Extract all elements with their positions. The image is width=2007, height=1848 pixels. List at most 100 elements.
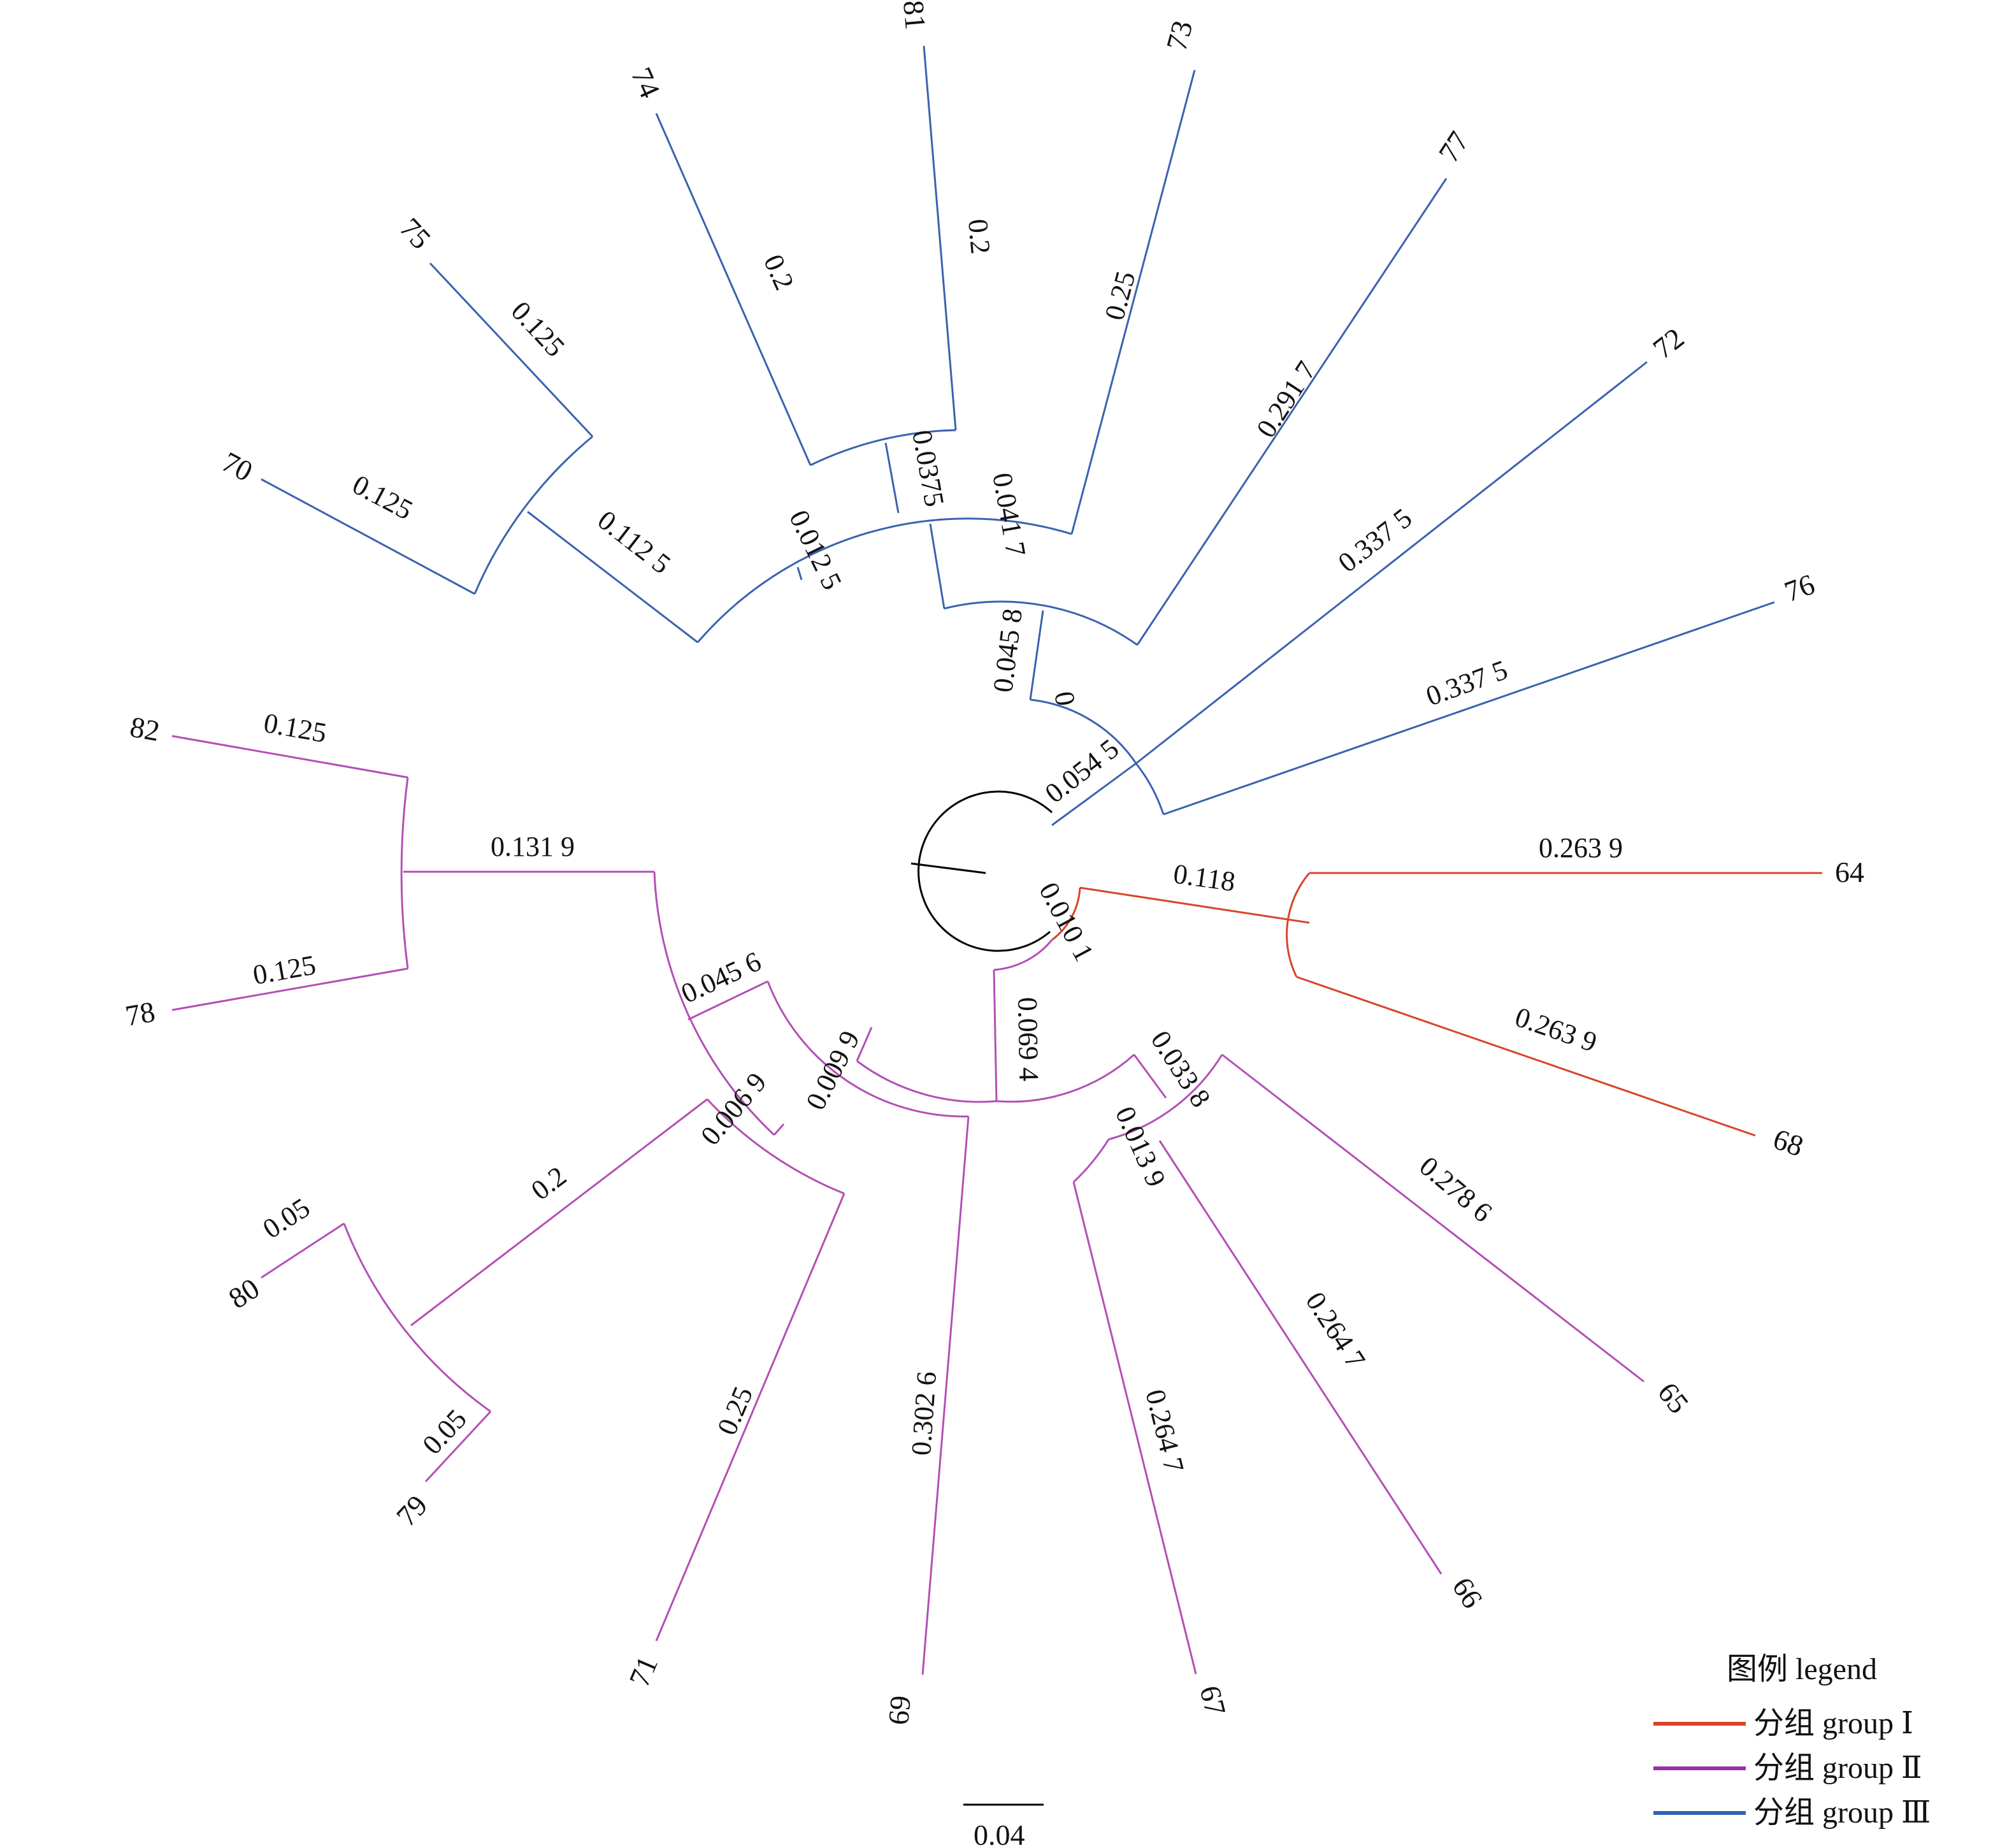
branch-0375	[884, 442, 900, 514]
label-0375: 0.0375	[906, 428, 950, 509]
arc-group-ii-left	[856, 1060, 997, 1103]
branch-0338	[1133, 1054, 1167, 1099]
arc-74-81	[810, 429, 956, 466]
branch-to-67	[1072, 1181, 1197, 1675]
scale-bar: 0.04	[963, 1803, 1044, 1848]
branch-0456	[687, 980, 768, 1021]
leaf-81: 81	[897, 0, 932, 31]
leaf-74: 74	[625, 62, 666, 103]
branch-to-71	[655, 1193, 845, 1642]
branch-to-69	[921, 1116, 970, 1675]
label-0417: 0.041 7	[986, 470, 1032, 559]
label-2647-66: 0.264 7	[1300, 1287, 1372, 1374]
leaf-67: 67	[1193, 1682, 1232, 1719]
branch-to-82	[171, 735, 408, 779]
label-025-73: 0.25	[1098, 268, 1141, 324]
branch-to-75	[429, 262, 594, 438]
legend-item-group-i: 分组 group Ⅰ	[1653, 1707, 1913, 1740]
legend-label-group-i: 分组 group Ⅰ	[1753, 1707, 1913, 1740]
label-2639-64: 0.263 9	[1539, 832, 1623, 863]
branch-to-66	[1158, 1140, 1442, 1575]
label-0101: 0.010 1	[1033, 877, 1100, 967]
arc-64-68	[1286, 872, 1311, 978]
label-2639-68: 0.263 9	[1511, 1001, 1601, 1058]
label-005-80: 0.05	[257, 1192, 315, 1245]
arc-66-67	[1072, 1139, 1110, 1183]
branch-0694	[993, 969, 998, 1102]
label-2786: 0.278 6	[1414, 1150, 1499, 1228]
branch-0	[1029, 610, 1044, 700]
label-3026: 0.302 6	[905, 1371, 942, 1457]
label-125-78: 0.125	[250, 949, 318, 990]
legend-item-group-iii: 分组 group Ⅲ	[1653, 1796, 1931, 1830]
label-02-74: 0.2	[758, 250, 800, 294]
label-02-81: 0.2	[962, 218, 996, 256]
leaf-64: 64	[1835, 856, 1864, 888]
arc-72-76	[1135, 763, 1165, 815]
label-1125: 0.112 5	[592, 504, 677, 580]
scale-bar-label: 0.04	[974, 1819, 1025, 1848]
arc-65-subclade	[1108, 1054, 1223, 1141]
label-0118: 0.118	[1172, 858, 1237, 897]
arc-71-subclade	[706, 1098, 845, 1195]
group-ii-branches	[171, 735, 1644, 1675]
branch-to-76	[1163, 601, 1775, 816]
label-0125: 0.012 5	[783, 505, 848, 595]
branch-0417	[929, 523, 946, 609]
group-iii-branches	[261, 45, 1775, 827]
legend: 图例 legend 分组 group Ⅰ 分组 group Ⅱ 分组 group…	[1653, 1652, 1931, 1830]
leaf-78: 78	[123, 995, 157, 1032]
legend-label-group-ii: 分组 group Ⅱ	[1753, 1751, 1922, 1785]
branch-to-72	[1135, 361, 1648, 765]
group-i-branches	[1051, 872, 1822, 1137]
branch-0099	[856, 1027, 873, 1062]
arc-0-node	[1030, 698, 1137, 764]
leaf-69: 69	[882, 1694, 917, 1726]
label-0458: 0.045 8	[987, 607, 1028, 694]
leaf-82: 82	[127, 711, 162, 747]
branch-root-to-group-i	[1051, 887, 1081, 941]
branch-to-77	[1136, 178, 1448, 646]
branch-0545	[1051, 762, 1137, 827]
label-0: 0	[1048, 689, 1081, 708]
label-125-70: 0.125	[347, 469, 417, 526]
branch-to-74	[655, 113, 812, 466]
label-125-82: 0.125	[261, 707, 329, 749]
arc-77-subclade	[944, 600, 1138, 646]
root-node	[910, 790, 1053, 952]
label-0456: 0.045 6	[677, 946, 766, 1009]
leaf-68: 68	[1769, 1122, 1808, 1162]
branch-to-81	[923, 45, 957, 431]
branch-root-to-group-ii	[993, 939, 1053, 971]
branch-0069	[773, 1123, 785, 1136]
root-arc	[917, 790, 1053, 952]
arc-79-80	[343, 1223, 491, 1413]
branch-to-73	[1070, 69, 1196, 535]
branch-to-65	[1221, 1053, 1644, 1383]
label-2917: 0.291 7	[1250, 356, 1322, 443]
arc-70-75	[473, 435, 593, 595]
leaf-75: 75	[394, 212, 438, 255]
label-1319: 0.131 9	[491, 831, 575, 862]
branch-to-70	[261, 478, 475, 595]
branch-to-68	[1296, 976, 1756, 1137]
leaf-70: 70	[217, 445, 258, 488]
leaf-65: 65	[1651, 1376, 1695, 1420]
leaf-72: 72	[1647, 321, 1690, 365]
label-3375-72: 0.337 5	[1332, 502, 1418, 579]
leaf-76: 76	[1780, 568, 1819, 609]
label-0338: 0.033 8	[1145, 1025, 1217, 1113]
leaf-73: 73	[1160, 17, 1198, 54]
branch-02-group	[410, 1098, 708, 1327]
legend-label-group-iii: 分组 group Ⅲ	[1753, 1796, 1931, 1830]
leaf-79: 79	[390, 1489, 434, 1532]
branch-length-labels: 0.118 0.263 9 0.263 9 0.010 1 0.069 4 0.…	[250, 218, 1623, 1476]
leaf-66: 66	[1446, 1571, 1490, 1613]
branch-0125	[796, 567, 803, 581]
branch-0118	[1079, 886, 1310, 924]
branch-to-79	[424, 1410, 492, 1483]
arc-69-subclade	[766, 981, 969, 1118]
label-2647-67: 0.264 7	[1139, 1387, 1190, 1476]
leaf-77: 77	[1432, 126, 1476, 168]
